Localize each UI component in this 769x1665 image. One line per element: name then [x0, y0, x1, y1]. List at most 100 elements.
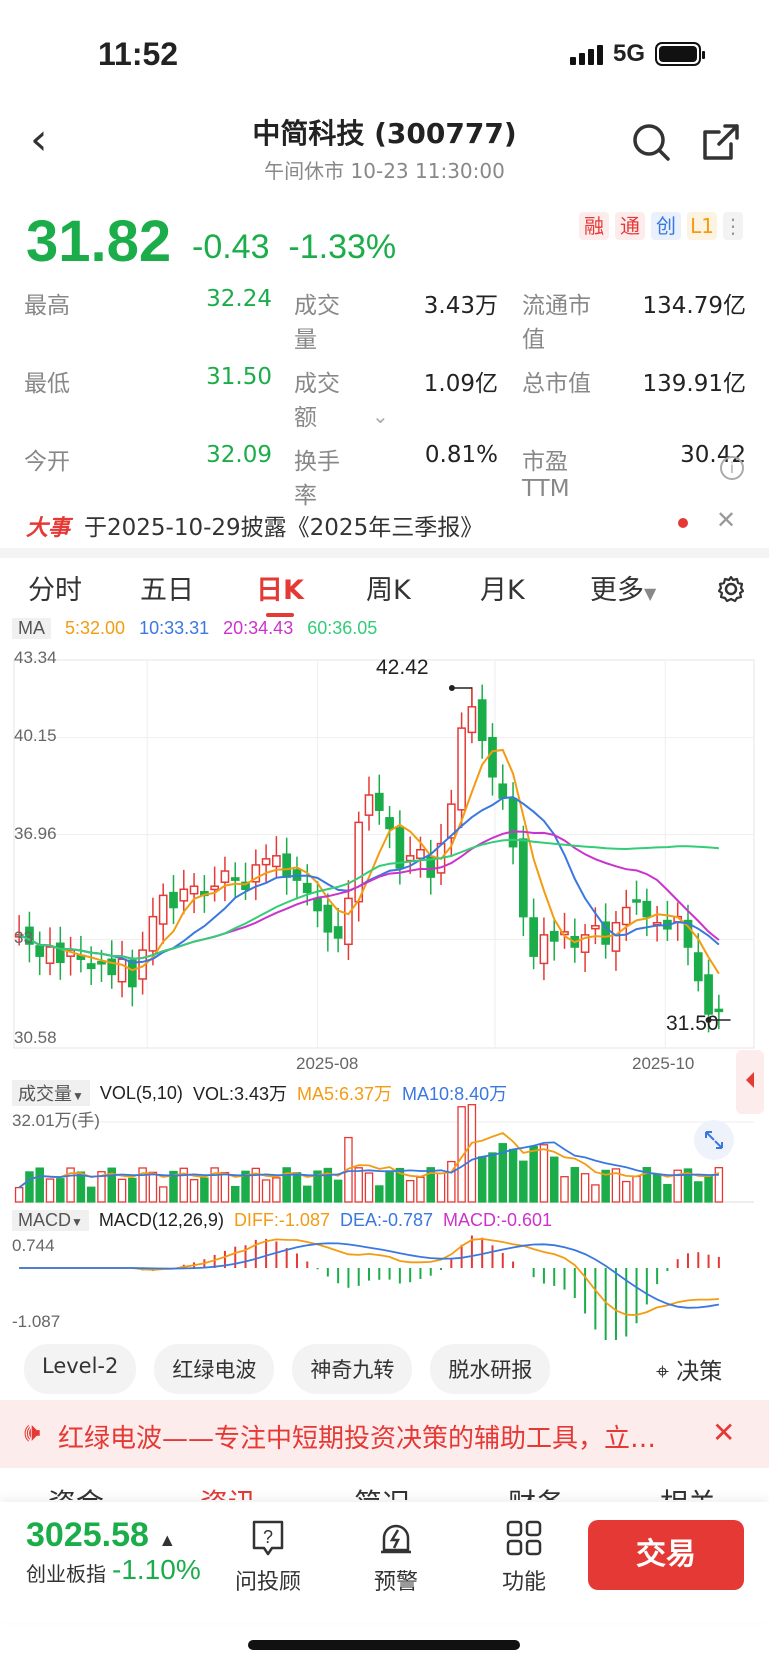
index-value[interactable]: 3025.58 ▲: [26, 1516, 176, 1555]
candle-body: [601, 921, 611, 945]
candle-body: [55, 942, 65, 964]
candle-body: [714, 1008, 724, 1013]
candle-body: [179, 888, 189, 902]
ma60-value: 60:36.05: [307, 618, 378, 638]
tool-wave[interactable]: 红绿电波: [154, 1344, 275, 1394]
status-time: 11:52: [98, 36, 179, 72]
macd-bottom-label: -1.087: [12, 1312, 61, 1331]
y-axis-label: 40.15: [14, 726, 57, 745]
candle-body: [364, 794, 374, 816]
tab-five-day[interactable]: 五日: [140, 575, 194, 606]
volume-tag-label: 成交量: [18, 1084, 72, 1104]
search-icon[interactable]: [631, 122, 671, 162]
volume-bar: [426, 1167, 435, 1203]
volume-bar: [714, 1166, 724, 1203]
candle-body: [210, 885, 220, 891]
dropdown-icon: ▼: [71, 1215, 83, 1229]
volume-bar: [292, 1172, 302, 1203]
macd-tag[interactable]: MACD▼: [12, 1210, 89, 1231]
tab-profile[interactable]: 简况: [354, 1482, 410, 1500]
event-text[interactable]: 于2025-10-29披露《2025年三季报》: [84, 515, 484, 541]
candle-body: [467, 706, 477, 734]
y-axis-label: 36.96: [14, 824, 57, 843]
info-icon[interactable]: i: [720, 456, 744, 480]
candle-body: [302, 882, 312, 894]
tab-funds[interactable]: 资金: [48, 1482, 104, 1500]
badge-margin[interactable]: 融: [579, 212, 609, 240]
volume-tag[interactable]: 成交量▼: [12, 1080, 90, 1106]
page-title: 中简科技 (300777): [252, 117, 517, 150]
back-icon[interactable]: ‹: [30, 114, 48, 165]
stat-value: 32.24: [206, 286, 272, 312]
volume-bar: [611, 1168, 621, 1203]
x-axis-label: 2025-08: [296, 1054, 359, 1073]
candle-body: [683, 919, 693, 948]
dropdown-icon: ▼: [644, 584, 657, 603]
badge-chinext[interactable]: 创: [651, 212, 681, 240]
stat-label: 今开: [24, 449, 70, 475]
volume-bar: [683, 1168, 693, 1203]
kline-chart[interactable]: [0, 640, 769, 1340]
volume-bar: [560, 1176, 569, 1203]
tool-level2[interactable]: Level-2: [24, 1344, 137, 1394]
volume-bar: [210, 1167, 219, 1203]
advisor-button[interactable]: ? 问投顾: [218, 1516, 318, 1596]
functions-button[interactable]: 功能: [474, 1516, 574, 1596]
candle-body: [148, 915, 158, 952]
candle-body: [591, 925, 600, 930]
tab-finance[interactable]: 财务: [508, 1482, 564, 1500]
vol-desc: VOL(5,10): [99, 1082, 183, 1103]
tab-news[interactable]: 资讯: [200, 1482, 256, 1500]
settings-icon[interactable]: [716, 574, 746, 604]
volume-bar: [344, 1136, 353, 1203]
close-icon[interactable]: ✕: [712, 1416, 736, 1449]
fullscreen-icon: [705, 1131, 723, 1149]
tab-more-label: 更多: [590, 575, 644, 606]
tool-nine[interactable]: 神奇九转: [292, 1344, 413, 1394]
close-icon[interactable]: ✕: [716, 506, 737, 534]
candle-body: [693, 952, 703, 982]
volume-legend: 成交量▼ VOL(5,10) VOL:3.43万 MA5:6.37万 MA10:…: [12, 1080, 507, 1106]
y-axis-label: 30.58: [14, 1028, 57, 1047]
stat-label: 市盈TTM: [522, 449, 570, 502]
tab-monthly-k[interactable]: 月K: [480, 575, 525, 606]
candle-body: [580, 934, 590, 953]
dropdown-icon: ▼: [72, 1089, 84, 1103]
tab-daily-k[interactable]: 日K: [256, 568, 304, 617]
more-icon[interactable]: ⋮: [723, 212, 743, 240]
volume-bar: [86, 1186, 96, 1203]
tab-related[interactable]: 相关: [660, 1482, 716, 1500]
candle-body: [632, 899, 641, 903]
candle-body: [518, 838, 528, 918]
advisor-label: 问投顾: [234, 1570, 301, 1595]
badge-connect[interactable]: 通: [615, 212, 645, 240]
volume-bar: [45, 1178, 55, 1203]
volume-bar: [169, 1170, 178, 1203]
volume-bar: [580, 1173, 590, 1203]
decision-button[interactable]: ⌖ 决策: [656, 1352, 722, 1386]
promo-banner[interactable]: [0, 1400, 769, 1468]
tab-more[interactable]: 更多▼: [590, 568, 656, 607]
ma-tag[interactable]: MA: [12, 618, 51, 639]
candle-body: [344, 897, 353, 946]
candle-body: [86, 963, 96, 970]
functions-label: 功能: [501, 1570, 546, 1595]
volume-bar: [354, 1167, 363, 1203]
volume-bar: [601, 1169, 610, 1203]
stat-value: 0.81%: [424, 442, 498, 468]
share-icon[interactable]: [701, 122, 741, 162]
battery-icon: [655, 42, 705, 66]
candle-body: [529, 917, 538, 957]
speaker-icon: 🕪: [24, 1418, 41, 1448]
trade-button[interactable]: 交易: [588, 1520, 744, 1590]
alert-button[interactable]: 预警: [346, 1516, 446, 1596]
volume-bar: [251, 1167, 261, 1203]
vol-ma10: MA10:8.40万: [402, 1084, 508, 1104]
alert-icon: [381, 1524, 411, 1554]
promo-text[interactable]: 红绿电波——专注中短期投资决策的辅助工具，立即体验: [58, 1424, 678, 1454]
tab-weekly-k[interactable]: 周K: [366, 575, 411, 606]
expand-chevron-icon[interactable]: ⌄: [372, 404, 389, 428]
tab-intraday[interactable]: 分时: [28, 575, 82, 606]
badge-level1[interactable]: L1: [687, 212, 717, 240]
tool-report[interactable]: 脱水研报: [430, 1344, 551, 1394]
